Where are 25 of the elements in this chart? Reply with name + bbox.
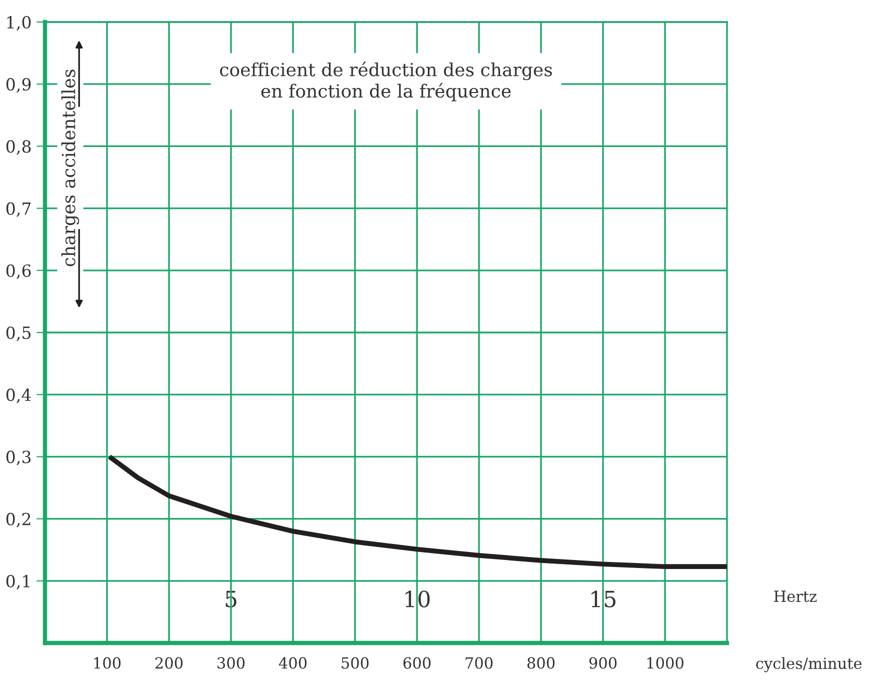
y-tick-label: 0,5 <box>6 326 31 342</box>
x-tick-label: 900 <box>589 657 617 669</box>
y-tick-label: 0,1 <box>6 574 30 590</box>
x-tick-label: 700 <box>466 657 493 669</box>
x-tick-label: 600 <box>403 657 431 669</box>
x-tick-label: 300 <box>218 657 245 669</box>
x-tick-label: 100 <box>94 657 121 669</box>
y-tick-label: 1,0 <box>7 16 31 31</box>
y-tick-label: 0,2 <box>6 512 30 528</box>
x-tick-label: 800 <box>527 657 555 669</box>
text: coefficient de réduction des charges en fonction de la fréquence <box>220 62 552 102</box>
y-tick-label: 0,4 <box>6 388 31 404</box>
y-axis-title: charges accidentelles <box>61 70 80 266</box>
y-tick-label: 0,8 <box>6 140 31 155</box>
x-tick-label: 1000 <box>647 657 684 669</box>
line-series <box>107 454 727 570</box>
y-tick-label: 0,6 <box>6 264 31 280</box>
x2-axis-title: Hertz <box>774 590 817 602</box>
y-tick-label: 0,7 <box>6 202 31 217</box>
x-tick-label: 400 <box>278 657 307 669</box>
x-tick-label: 500 <box>342 657 369 669</box>
y-tick-label: 0,9 <box>6 78 31 93</box>
x-axis-title: cycles/minute <box>756 657 862 672</box>
y-tick-label: 0,3 <box>6 450 31 466</box>
x-tick-label: 200 <box>155 657 183 669</box>
